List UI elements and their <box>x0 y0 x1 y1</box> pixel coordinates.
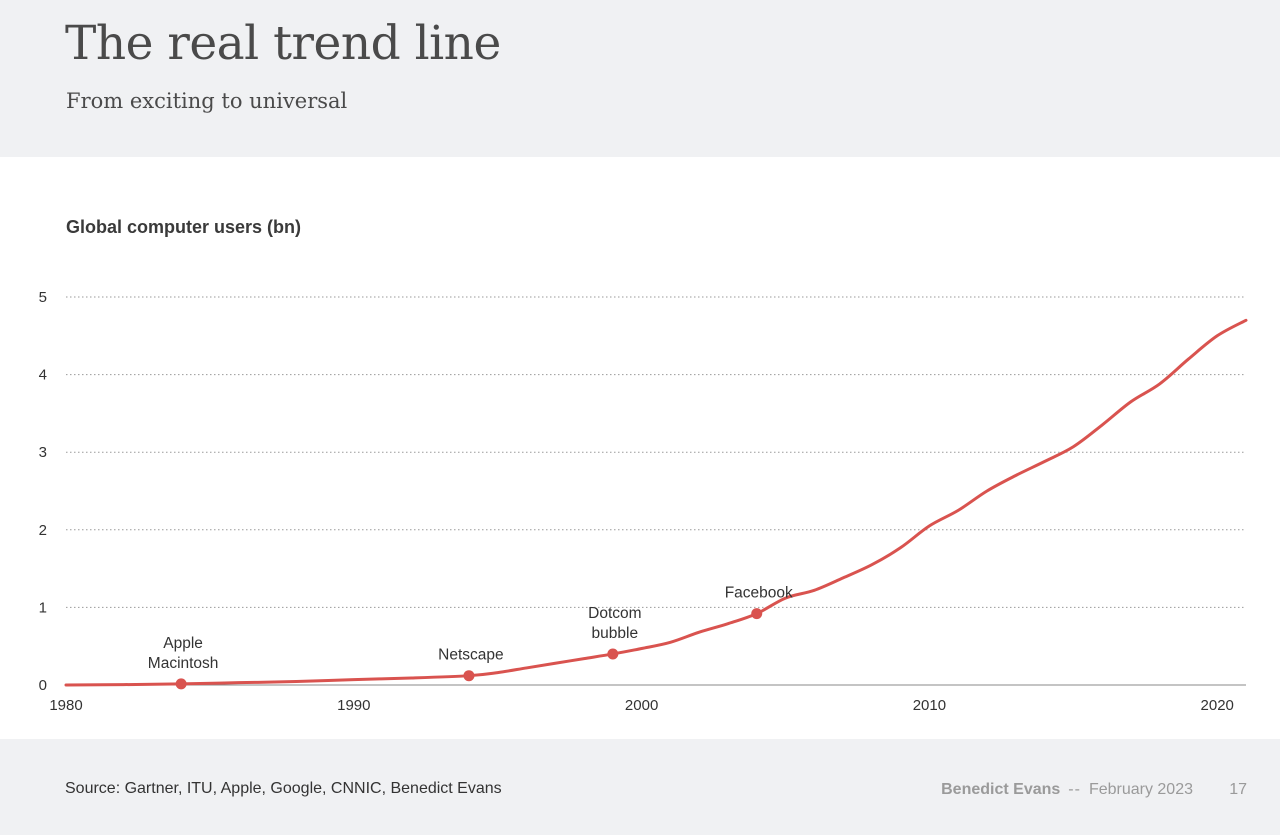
credit: Benedict Evans -- February 2023 <box>941 781 1193 799</box>
annotation-dot <box>751 608 763 620</box>
y-tick-label: 1 <box>39 599 47 616</box>
annotation-dot <box>607 648 619 660</box>
x-tick-label: 1990 <box>337 697 370 714</box>
header: The real trend line From exciting to uni… <box>0 0 1280 157</box>
annotations: Apple Macintosh Netscape Dotcom bubble Facebo… <box>148 585 793 690</box>
annotation-label: Netscape <box>438 647 503 664</box>
slide-subtitle: From exciting to universal <box>66 89 348 113</box>
x-tick-label: 2010 <box>913 697 946 714</box>
y-tick-label: 2 <box>39 522 47 539</box>
slide-title: The real trend line <box>65 16 501 71</box>
credit-date: February 2023 <box>1088 781 1193 798</box>
x-tick-label: 1980 <box>49 697 82 714</box>
chart-title: Global computer users (bn) <box>66 217 301 237</box>
x-tick-label: 2000 <box>625 697 658 714</box>
grid-lines <box>66 296 1246 608</box>
line-chart: Global computer users (bn) 0 1 2 3 4 5 1980 199… <box>39 217 1248 714</box>
y-tick-label: 0 <box>39 677 47 694</box>
author-name: Benedict Evans <box>941 781 1061 798</box>
y-tick-label: 5 <box>39 289 47 306</box>
x-tick-label: 2020 <box>1201 697 1234 714</box>
annotation-label: Dotcom <box>588 605 641 622</box>
credit-separator: -- <box>1068 781 1081 798</box>
axes: 0 1 2 3 4 5 1980 1990 2000 2010 2020 <box>39 289 1246 714</box>
chart-area: Global computer users (bn) 0 1 2 3 4 5 1980 199… <box>0 157 1280 739</box>
annotation-dot <box>463 670 475 682</box>
annotation-dot <box>175 678 187 690</box>
page-number: 17 <box>1229 781 1247 798</box>
y-tick-label: 4 <box>39 367 47 384</box>
footer: Source: Gartner, ITU, Apple, Google, CNN… <box>0 739 1280 835</box>
annotation-label: Macintosh <box>148 655 219 672</box>
annotation-label: Apple <box>163 635 203 652</box>
annotation-label: bubble <box>592 625 639 642</box>
annotation-label: Facebook <box>725 585 793 602</box>
source-note: Source: Gartner, ITU, Apple, Google, CNN… <box>65 780 502 797</box>
y-tick-label: 3 <box>39 444 47 461</box>
